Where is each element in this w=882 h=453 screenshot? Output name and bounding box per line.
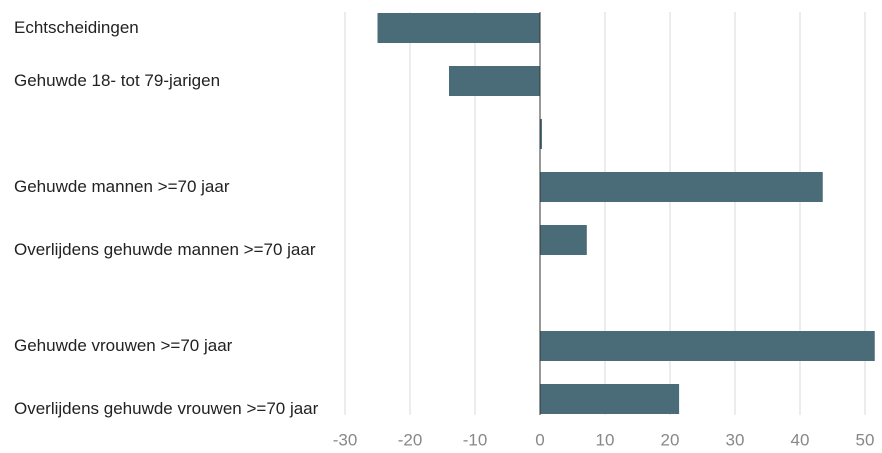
bar bbox=[540, 384, 680, 414]
x-tick-label: 10 bbox=[596, 430, 615, 449]
x-tick-label: 0 bbox=[535, 430, 544, 449]
x-tick-label: -10 bbox=[463, 430, 488, 449]
category-label: Overlijdens gehuwde mannen >=70 jaar bbox=[14, 240, 316, 259]
category-label: Overlijdens gehuwde vrouwen >=70 jaar bbox=[14, 399, 319, 418]
x-tick-label: 20 bbox=[661, 430, 680, 449]
x-tick-label: 40 bbox=[791, 430, 810, 449]
x-tick-label: 30 bbox=[726, 430, 745, 449]
bar bbox=[540, 172, 823, 202]
x-tick-label: -20 bbox=[398, 430, 423, 449]
bar bbox=[540, 225, 587, 255]
bar bbox=[540, 331, 875, 361]
category-label: Echtscheidingen bbox=[14, 18, 139, 37]
category-label: Gehuwde vrouwen >=70 jaar bbox=[14, 336, 233, 355]
category-label: Gehuwde 18- tot 79-jarigen bbox=[14, 71, 221, 90]
x-tick-label: -30 bbox=[333, 430, 358, 449]
bar bbox=[377, 13, 540, 43]
bar bbox=[540, 119, 542, 149]
x-tick-label: 50 bbox=[856, 430, 875, 449]
bar bbox=[449, 66, 540, 96]
category-label: Gehuwde mannen >=70 jaar bbox=[14, 177, 230, 196]
